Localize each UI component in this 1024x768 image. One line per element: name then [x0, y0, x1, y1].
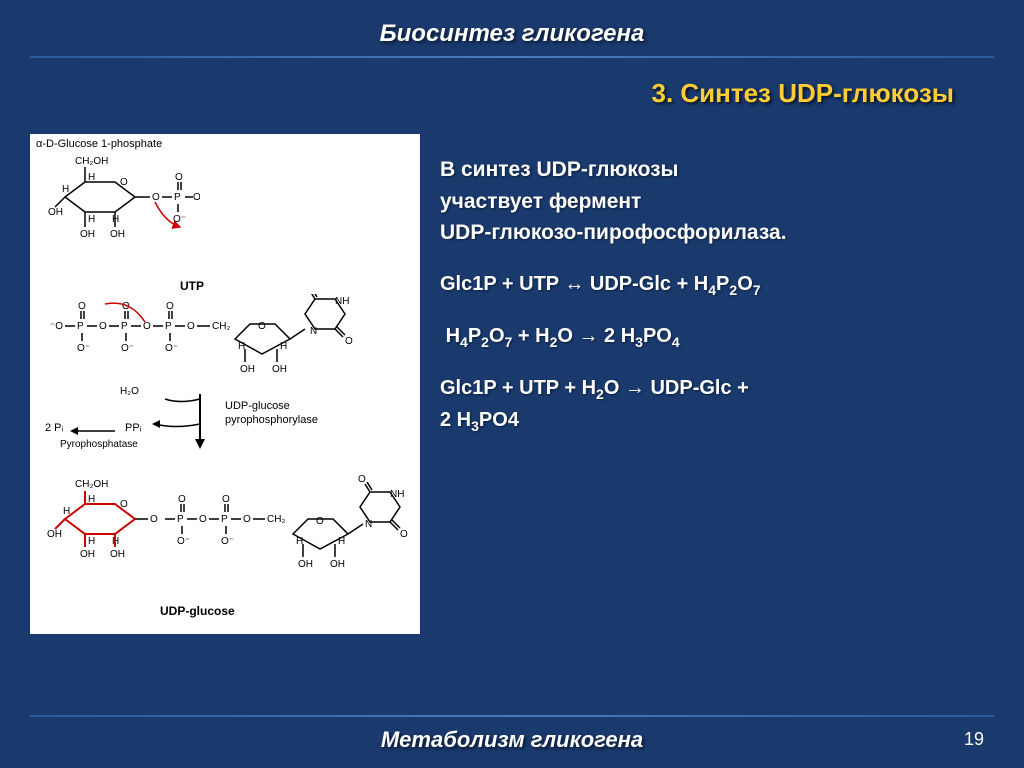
header-title: Биосинтез гликогена	[30, 20, 994, 48]
svg-text:P: P	[174, 192, 181, 203]
text-panel: В синтез UDP-глюкозы участвует фермент U…	[440, 134, 994, 634]
svg-text:H: H	[238, 341, 245, 352]
svg-text:H: H	[88, 214, 95, 225]
equation-1: Glc1P + UTP ↔ UDP-Glc + H4P2O7	[440, 269, 994, 301]
svg-text:H: H	[62, 184, 69, 195]
pi-arrow	[70, 424, 120, 439]
label-utp: UTP	[180, 279, 204, 293]
svg-text:OH: OH	[80, 549, 95, 560]
svg-text:CH₂OH: CH₂OH	[75, 156, 108, 167]
svg-text:O: O	[166, 301, 174, 312]
svg-text:O: O	[120, 177, 128, 188]
svg-text:P: P	[77, 321, 84, 332]
header-divider	[30, 56, 994, 58]
svg-text:O: O	[187, 321, 195, 332]
page-number: 19	[964, 729, 984, 750]
svg-text:H: H	[338, 536, 345, 547]
svg-text:O: O	[120, 499, 128, 510]
svg-text:O: O	[99, 321, 107, 332]
svg-text:P: P	[177, 514, 184, 525]
svg-text:O: O	[243, 514, 251, 525]
svg-text:OH: OH	[240, 364, 255, 375]
label-g1p: α-D-Glucose 1-phosphate	[36, 138, 162, 150]
svg-text:O: O	[178, 494, 186, 505]
svg-text:O⁻: O⁻	[165, 343, 178, 354]
svg-text:O⁻: O⁻	[173, 214, 186, 225]
svg-text:O⁻: O⁻	[177, 536, 190, 547]
equation-3: Glc1P + UTP + H2O → UDP-Glc + 2 H3PO4	[440, 373, 994, 437]
svg-text:CH₂: CH₂	[212, 321, 230, 332]
svg-text:O: O	[222, 494, 230, 505]
svg-text:NH: NH	[335, 296, 349, 307]
svg-text:P: P	[121, 321, 128, 332]
section-title: 3. Синтез UDP-глюкозы	[30, 78, 994, 109]
equation-2: H4P2O7 + H2O → 2 H3PO4	[440, 321, 994, 353]
svg-text:CH₂: CH₂	[267, 514, 285, 525]
svg-text:P: P	[221, 514, 228, 525]
footer-title: Метаболизм гликогена	[0, 727, 1024, 753]
label-enzyme2: pyrophosphorylase	[225, 414, 318, 426]
glucose-1p-structure: CH₂OH O OH OH OH H H H H O P O	[40, 152, 200, 262]
label-2pi: 2 Pᵢ	[45, 422, 63, 434]
svg-text:H: H	[88, 536, 95, 547]
svg-text:OH: OH	[48, 207, 63, 218]
content-area: α-D-Glucose 1-phosphate CH₂OH O OH OH OH…	[30, 134, 994, 634]
svg-text:O: O	[78, 301, 86, 312]
svg-text:H: H	[280, 341, 287, 352]
svg-text:OH: OH	[272, 364, 287, 375]
svg-text:OH: OH	[110, 229, 125, 240]
svg-text:NH: NH	[390, 489, 404, 500]
svg-text:H: H	[112, 214, 119, 225]
svg-text:O: O	[143, 321, 151, 332]
svg-text:O⁻: O⁻	[121, 343, 134, 354]
footer-divider	[30, 715, 994, 717]
svg-text:H: H	[88, 172, 95, 183]
reaction-diagram: α-D-Glucose 1-phosphate CH₂OH O OH OH OH…	[30, 134, 420, 634]
intro-text: В синтез UDP-глюкозы участвует фермент U…	[440, 154, 994, 249]
label-udpglc: UDP-glucose	[160, 604, 235, 618]
svg-text:H: H	[296, 536, 303, 547]
svg-text:O⁻: O⁻	[77, 343, 90, 354]
intro-line1: В синтез UDP-глюкозы	[440, 158, 679, 181]
svg-text:OH: OH	[110, 549, 125, 560]
svg-text:O: O	[175, 172, 183, 183]
slide: Биосинтез гликогена 3. Синтез UDP-глюкоз…	[0, 0, 1024, 768]
svg-text:O: O	[199, 514, 207, 525]
svg-text:H: H	[112, 536, 119, 547]
svg-text:N: N	[365, 519, 372, 530]
svg-text:O: O	[150, 514, 158, 525]
footer: Метаболизм гликогена	[0, 715, 1024, 753]
svg-text:H: H	[63, 506, 70, 517]
svg-text:P: P	[165, 321, 172, 332]
svg-text:OH: OH	[80, 229, 95, 240]
label-pyrophosphatase: Pyrophosphatase	[60, 439, 138, 450]
label-h2o: H₂O	[120, 386, 139, 397]
svg-text:O: O	[400, 529, 408, 540]
svg-text:O⁻: O⁻	[221, 536, 234, 547]
label-ppi: PPᵢ	[125, 422, 141, 434]
svg-text:⁻O: ⁻O	[50, 321, 63, 332]
svg-text:CH₂OH: CH₂OH	[75, 479, 108, 490]
svg-text:OH: OH	[330, 559, 345, 570]
svg-text:H: H	[88, 494, 95, 505]
svg-text:O: O	[152, 192, 160, 203]
svg-text:N: N	[310, 326, 317, 337]
svg-text:O: O	[316, 516, 324, 527]
intro-line2: участвует фермент	[440, 190, 641, 213]
udp-glucose-structure: CH₂OH O OH OH OH H H H H O	[40, 464, 410, 594]
svg-text:O: O	[258, 321, 266, 332]
svg-text:OH: OH	[47, 529, 62, 540]
svg-text:O⁻: O⁻	[193, 192, 200, 203]
intro-line3: UDP-глюкозо-пирофосфорилаза.	[440, 221, 787, 244]
svg-text:OH: OH	[298, 559, 313, 570]
svg-text:O: O	[358, 474, 366, 485]
label-enzyme1: UDP-glucose	[225, 400, 290, 412]
svg-text:O: O	[345, 336, 353, 347]
